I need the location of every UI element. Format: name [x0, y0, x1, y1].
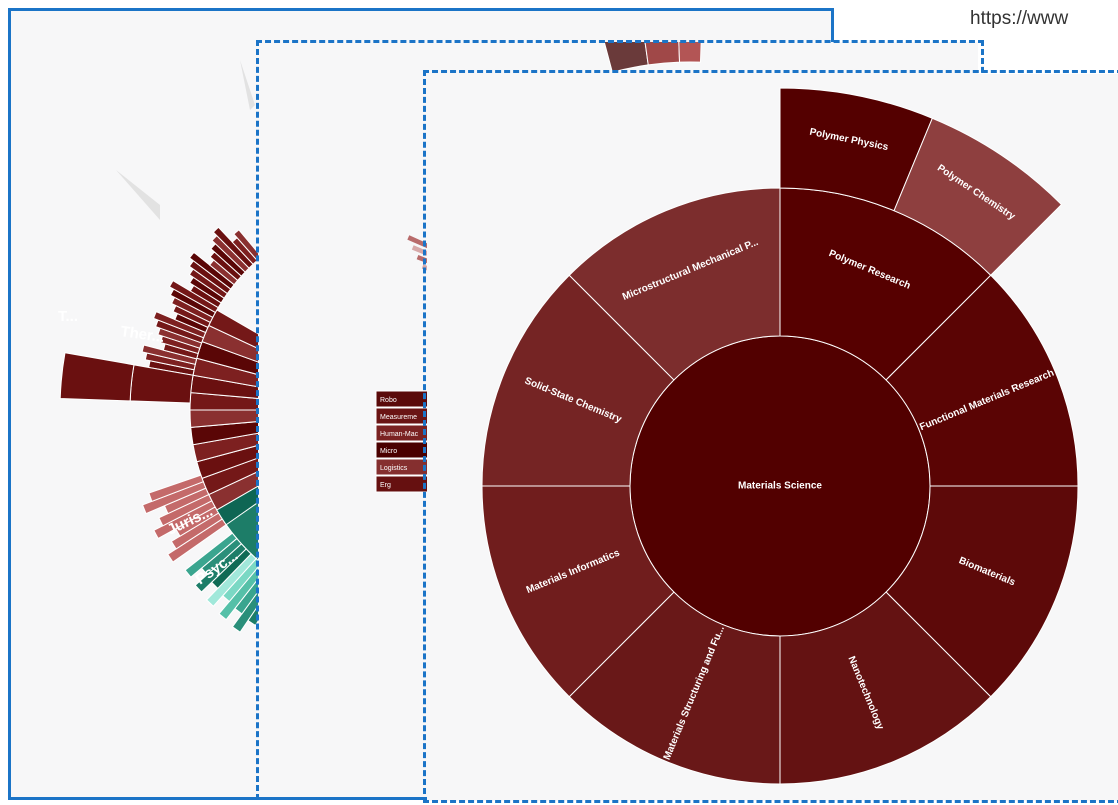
sunburst-segment: [885, 485, 1079, 698]
top-slice: [603, 42, 649, 73]
middle-label: Erg: [380, 482, 391, 489]
top-slice: [644, 42, 681, 66]
sunburst-segment: [568, 187, 781, 381]
sunburst-segment: [885, 274, 1079, 487]
back-label: T...: [58, 308, 78, 325]
back-label: Ther...: [119, 323, 165, 346]
root-label: Materials Science: [738, 481, 822, 492]
top-slice: [678, 42, 702, 63]
thin-slice: [148, 474, 204, 503]
middle-label: Robo: [380, 397, 397, 404]
sunburst-leaf-segment: [893, 117, 1063, 276]
teal-slice: [184, 532, 238, 578]
sunburst-segment: [481, 274, 675, 487]
labelled-cell: [59, 352, 135, 402]
grey-spike: [240, 60, 255, 110]
sunburst-segment: [481, 485, 675, 698]
sunburst-segment: [779, 591, 992, 785]
grey-spike: [116, 170, 160, 220]
sunburst-panel-front: Materials Science Polymer Research Polymer…: [427, 74, 1118, 801]
middle-label: Human-Mac: [380, 431, 419, 438]
url-text: https://www: [970, 8, 1069, 29]
middle-label: Logistics: [380, 465, 408, 472]
sunburst-segment: [568, 591, 781, 785]
middle-label: Measureme: [380, 414, 417, 421]
middle-label: Micro: [380, 448, 397, 455]
